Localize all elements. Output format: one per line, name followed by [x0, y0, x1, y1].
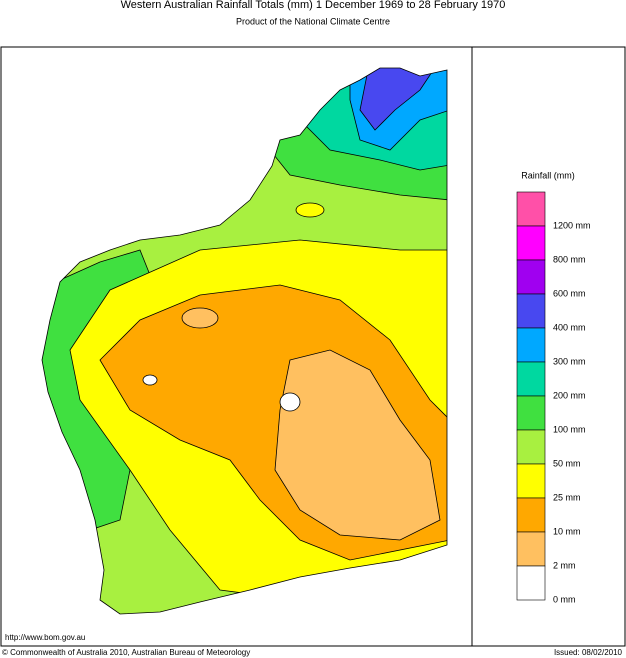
legend-swatch	[516, 361, 546, 397]
region-10-spot	[181, 307, 219, 329]
legend-swatch	[516, 327, 546, 363]
legend-label: 100 mm	[553, 424, 586, 434]
legend-label: 25 mm	[553, 492, 581, 502]
region-10	[274, 349, 441, 541]
legend-swatch	[516, 531, 546, 567]
legend-label: 2 mm	[553, 560, 576, 570]
region-50-spot	[295, 202, 325, 218]
legend-swatch	[516, 259, 546, 295]
legend-swatch	[516, 497, 546, 533]
legend-swatch	[516, 565, 546, 601]
footer-copyright: © Commonwealth of Australia 2010, Austra…	[2, 648, 250, 657]
subtitle: Product of the National Climate Centre	[236, 16, 390, 26]
region-2	[279, 392, 301, 412]
legend-label: 10 mm	[553, 526, 581, 536]
legend-title: Rainfall (mm)	[521, 170, 575, 180]
rainfall-map	[42, 68, 447, 614]
legend-swatch	[516, 191, 546, 227]
legend-label: 1200 mm	[553, 220, 591, 230]
legend-swatch	[516, 225, 546, 261]
legend-label: 0 mm	[553, 594, 576, 604]
legend-swatch	[516, 463, 546, 499]
legend-swatch	[516, 293, 546, 329]
region-2	[142, 374, 158, 386]
legend-swatch	[516, 429, 546, 465]
legend-label: 800 mm	[553, 254, 586, 264]
region-600	[359, 68, 441, 131]
footer-url: http://www.bom.gov.au	[5, 633, 85, 642]
footer-issued: Issued: 08/02/2010	[554, 648, 623, 657]
legend-label: 300 mm	[553, 356, 586, 366]
legend: 1200 mm 800 mm 600 mm 400 mm 300 mm 200 mm 100…	[516, 191, 591, 604]
map-frame	[0, 46, 626, 647]
coastline	[41, 67, 448, 615]
title: Western Australian Rainfall Totals (mm) …	[121, 0, 506, 11]
legend-label: 400 mm	[553, 322, 586, 332]
legend-swatch	[516, 395, 546, 431]
legend-label: 200 mm	[553, 390, 586, 400]
legend-label: 600 mm	[553, 288, 586, 298]
legend-label: 50 mm	[553, 458, 581, 468]
